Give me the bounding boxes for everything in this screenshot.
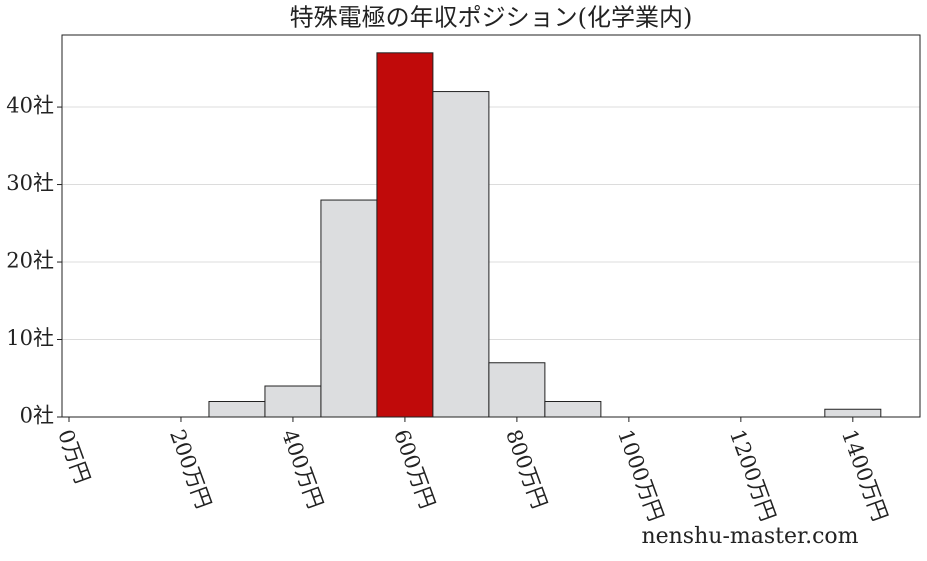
bar: [824, 408, 882, 418]
chart-title: 特殊電極の年収ポジション(化学業内): [290, 4, 693, 32]
bar: [264, 385, 322, 418]
watermark: nenshu-master.com: [641, 524, 858, 549]
y-tick-label: 0社: [20, 404, 54, 428]
bar: [208, 401, 266, 418]
bar: [488, 362, 546, 418]
y-tick-label: 20社: [6, 249, 54, 273]
bar: [320, 199, 378, 418]
bar: [544, 401, 602, 418]
y-tick-label: 40社: [6, 94, 54, 118]
bar: [432, 91, 490, 418]
bar: [376, 52, 434, 418]
plot-frame: [61, 34, 921, 418]
y-tick-label: 10社: [6, 326, 54, 350]
y-tick-label: 30社: [6, 171, 54, 195]
